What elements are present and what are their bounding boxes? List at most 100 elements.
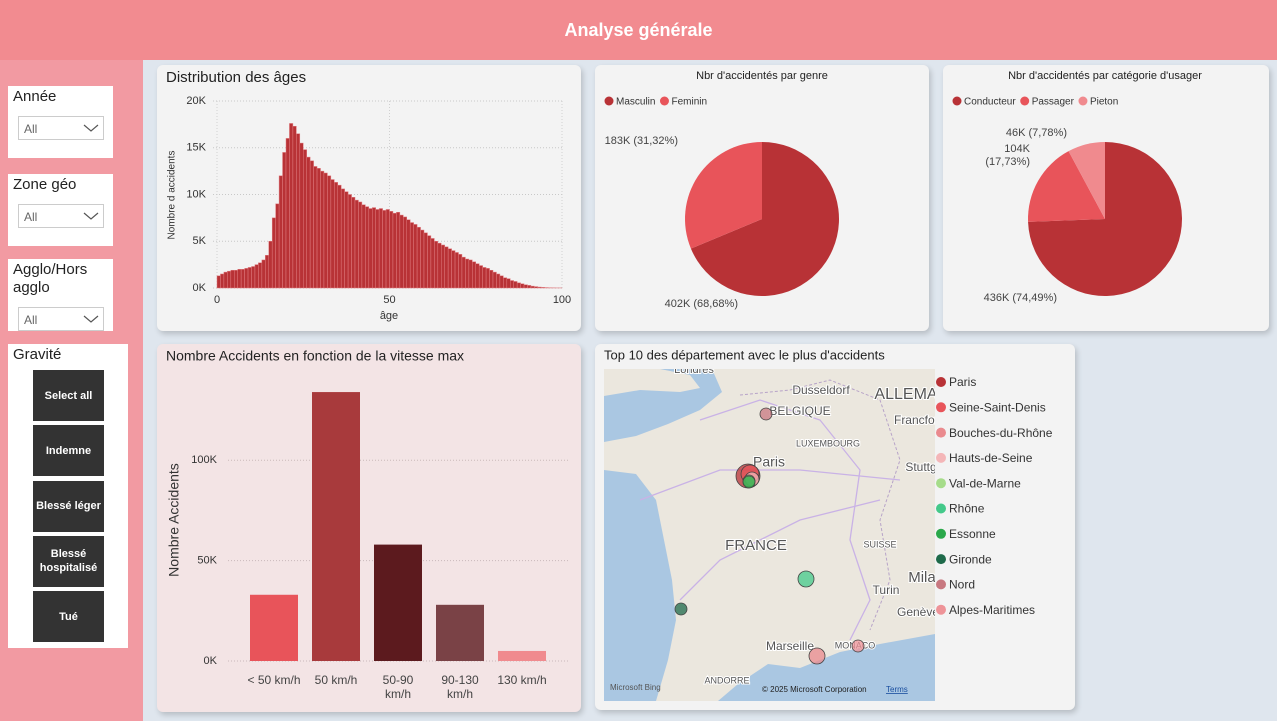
map-bubble bbox=[797, 570, 815, 588]
map-label: LUXEMBOURG bbox=[796, 438, 860, 448]
legend-swatch bbox=[952, 96, 962, 106]
map-label: BELGIQUE bbox=[769, 404, 830, 418]
bar bbox=[498, 650, 546, 661]
bar bbox=[227, 270, 232, 289]
bar bbox=[534, 286, 539, 289]
map-label: Dusseldorf bbox=[792, 383, 850, 397]
x-tick-label: < 50 km/h bbox=[247, 673, 301, 687]
bar bbox=[389, 211, 394, 289]
bar bbox=[230, 269, 235, 289]
bar bbox=[499, 275, 504, 289]
bar bbox=[320, 170, 325, 289]
bar bbox=[427, 235, 432, 289]
bar bbox=[254, 264, 259, 289]
bar bbox=[216, 275, 221, 289]
bar bbox=[313, 166, 318, 289]
legend-label: Conducteur bbox=[964, 97, 1016, 108]
dropdown[interactable]: All bbox=[18, 204, 104, 228]
bar bbox=[437, 242, 442, 289]
bar bbox=[278, 175, 283, 289]
dropdown[interactable]: All bbox=[18, 307, 104, 331]
map-label: Genève bbox=[897, 605, 939, 619]
chevron bbox=[83, 315, 99, 323]
bar bbox=[261, 259, 266, 289]
bar bbox=[372, 207, 376, 289]
legend-label: Bouches-du-Rhône bbox=[949, 426, 1053, 440]
bar bbox=[375, 209, 380, 289]
legend-label: Gironde bbox=[949, 552, 992, 566]
bar bbox=[392, 212, 397, 289]
filter-button[interactable]: Blessé léger bbox=[33, 480, 104, 532]
legend-swatch bbox=[936, 478, 946, 489]
legend-label: Paris bbox=[949, 375, 976, 389]
bar bbox=[351, 197, 356, 289]
bar bbox=[454, 252, 459, 289]
y-tick-label: 5K bbox=[193, 235, 207, 247]
bar bbox=[306, 156, 311, 289]
data-label: 104K (17,73%) bbox=[985, 143, 1030, 168]
legend-swatch bbox=[936, 528, 946, 539]
bar bbox=[489, 269, 494, 289]
bar bbox=[451, 250, 456, 289]
bar bbox=[482, 267, 487, 289]
legend-swatch bbox=[936, 503, 946, 514]
map-label: Turin bbox=[873, 583, 900, 597]
y-tick-label: 100K bbox=[191, 454, 217, 466]
y-tick-label: 0K bbox=[204, 655, 218, 667]
y-tick-label: 50K bbox=[197, 555, 217, 567]
bar bbox=[403, 216, 407, 289]
bar bbox=[282, 152, 287, 289]
bar bbox=[327, 175, 332, 289]
map-label: Londres bbox=[674, 364, 714, 376]
chevron bbox=[83, 124, 99, 132]
bar bbox=[244, 268, 249, 289]
bar bbox=[434, 241, 439, 289]
bar bbox=[492, 271, 497, 289]
bar bbox=[416, 226, 421, 289]
bar bbox=[275, 203, 280, 289]
legend-swatch bbox=[936, 427, 946, 438]
bar bbox=[436, 604, 484, 661]
bar bbox=[240, 269, 245, 289]
map-label: Mila bbox=[908, 569, 936, 586]
bar bbox=[271, 217, 276, 289]
bar bbox=[223, 271, 228, 289]
bar bbox=[234, 269, 238, 289]
x-axis-title: âge bbox=[380, 310, 398, 322]
map-bubble bbox=[808, 647, 826, 665]
filter-button[interactable]: Blessé hospitalisé bbox=[33, 535, 104, 587]
bar bbox=[237, 269, 242, 289]
map-bubble bbox=[759, 407, 773, 421]
legend-label: Feminin bbox=[671, 97, 707, 108]
bar bbox=[516, 282, 521, 289]
bar bbox=[347, 194, 352, 289]
map-label: FRANCE bbox=[725, 537, 787, 554]
bar bbox=[413, 224, 418, 289]
pie-slice bbox=[1028, 151, 1105, 222]
dropdown[interactable]: All bbox=[18, 116, 104, 140]
dropdown-value: All bbox=[24, 313, 38, 327]
map-label: Stuttg bbox=[905, 460, 936, 474]
x-tick-label: 130 km/h bbox=[497, 673, 547, 687]
y-tick-label: 0K bbox=[193, 282, 207, 294]
map-label: ALLEMA bbox=[874, 386, 937, 403]
bar bbox=[441, 244, 445, 289]
legend-swatch bbox=[936, 579, 946, 590]
bar bbox=[292, 125, 297, 289]
filter-button[interactable]: Tué bbox=[33, 591, 104, 643]
legend-swatch bbox=[604, 96, 614, 106]
pie-slice bbox=[690, 142, 839, 296]
map-terms[interactable]: Terms bbox=[886, 685, 908, 694]
bar bbox=[530, 285, 535, 289]
bar bbox=[409, 222, 414, 289]
x-tick-label: 0 bbox=[214, 294, 220, 306]
bar bbox=[358, 201, 363, 289]
legend-label: Rhône bbox=[949, 502, 985, 516]
filter-button[interactable]: Select all bbox=[33, 370, 104, 421]
y-axis-title: Nombre Accidents bbox=[166, 463, 182, 577]
bar bbox=[378, 208, 383, 289]
bar bbox=[250, 594, 298, 661]
filter-button[interactable]: Indemne bbox=[33, 425, 104, 477]
